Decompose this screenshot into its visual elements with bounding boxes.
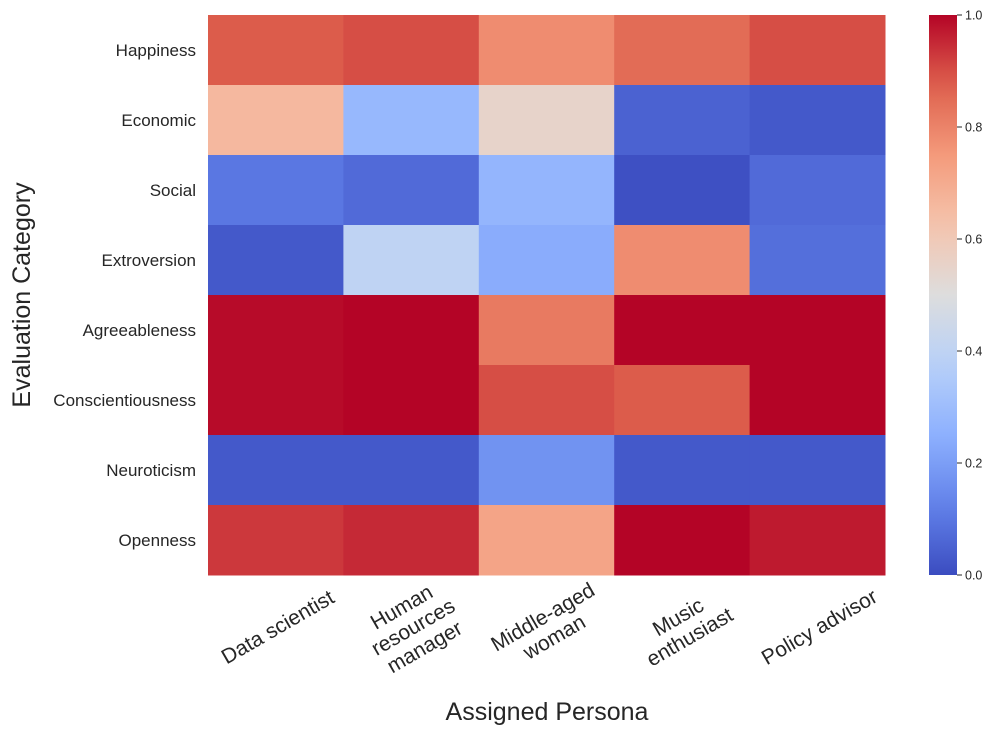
heatmap-cell — [208, 505, 344, 576]
heatmap-cell — [478, 365, 615, 436]
x-tick-label: Data scientist — [218, 586, 339, 669]
y-tick-label: Openness — [119, 531, 197, 550]
heatmap-cell — [614, 15, 751, 86]
heatmap-cell — [343, 365, 480, 436]
colorbar: 0.0 0.2 0.4 0.6 0.8 1.0 — [929, 9, 982, 583]
colorbar-tick-label: 0.0 — [965, 569, 982, 583]
heatmap-cells — [208, 15, 886, 576]
colorbar-ticks: 0.0 0.2 0.4 0.6 0.8 1.0 — [957, 9, 982, 583]
heatmap-cell — [749, 15, 886, 86]
heatmap-cell — [749, 435, 886, 506]
y-tick-label: Extroversion — [102, 251, 196, 270]
heatmap-cell — [478, 155, 615, 226]
y-tick-label: Agreeableness — [83, 321, 196, 340]
heatmap-cell — [614, 295, 751, 366]
heatmap-cell — [208, 225, 344, 296]
colorbar-tick-label: 0.4 — [965, 345, 982, 359]
heatmap-cell — [614, 155, 751, 226]
heatmap-cell — [478, 85, 615, 156]
x-tick-label-line: Data scientist — [218, 586, 339, 669]
heatmap-cell — [614, 505, 751, 576]
heatmap-cell — [614, 225, 751, 296]
heatmap-cell — [614, 365, 751, 436]
heatmap-cell — [614, 435, 751, 506]
heatmap-cell — [749, 155, 886, 226]
heatmap-cell — [478, 505, 615, 576]
heatmap-cell — [478, 435, 615, 506]
heatmap-cell — [478, 295, 615, 366]
colorbar-gradient — [929, 15, 957, 575]
heatmap-cell — [749, 85, 886, 156]
colorbar-tick-label: 0.6 — [965, 233, 982, 247]
heatmap-cell — [343, 295, 480, 366]
y-tick-label: Economic — [121, 111, 196, 130]
heatmap-cell — [343, 15, 480, 86]
heatmap-cell — [343, 85, 480, 156]
y-tick-labels: Happiness Economic Social Extroversion Agree… — [53, 41, 196, 550]
x-tick-label-line: Policy advisor — [758, 585, 882, 670]
heatmap-cell — [749, 365, 886, 436]
heatmap-cell — [208, 85, 344, 156]
colorbar-tick-label: 0.8 — [965, 121, 982, 135]
heatmap-cell — [343, 505, 480, 576]
y-tick-label: Social — [150, 181, 196, 200]
heatmap-cell — [343, 155, 480, 226]
heatmap-cell — [208, 435, 344, 506]
y-tick-label: Conscientiousness — [53, 391, 196, 410]
y-axis-title: Evaluation Category — [8, 182, 36, 408]
heatmap-cell — [478, 225, 615, 296]
heatmap-cell — [749, 505, 886, 576]
heatmap-cell — [478, 15, 615, 86]
heatmap-cell — [208, 15, 344, 86]
colorbar-tick-label: 0.2 — [965, 457, 982, 471]
heatmap-cell — [749, 225, 886, 296]
x-axis-title: Assigned Persona — [446, 698, 649, 726]
heatmap-cell — [208, 365, 344, 436]
y-tick-label: Neuroticism — [106, 461, 196, 480]
heatmap-cell — [614, 85, 751, 156]
colorbar-tick-label: 1.0 — [965, 9, 982, 23]
heatmap-cell — [208, 155, 344, 226]
heatmap-cell — [749, 295, 886, 366]
y-tick-label: Happiness — [116, 41, 196, 60]
x-tick-label: Policy advisor — [758, 585, 882, 670]
heatmap-cell — [208, 295, 344, 366]
heatmap-cell — [343, 225, 480, 296]
heatmap-cell — [343, 435, 480, 506]
